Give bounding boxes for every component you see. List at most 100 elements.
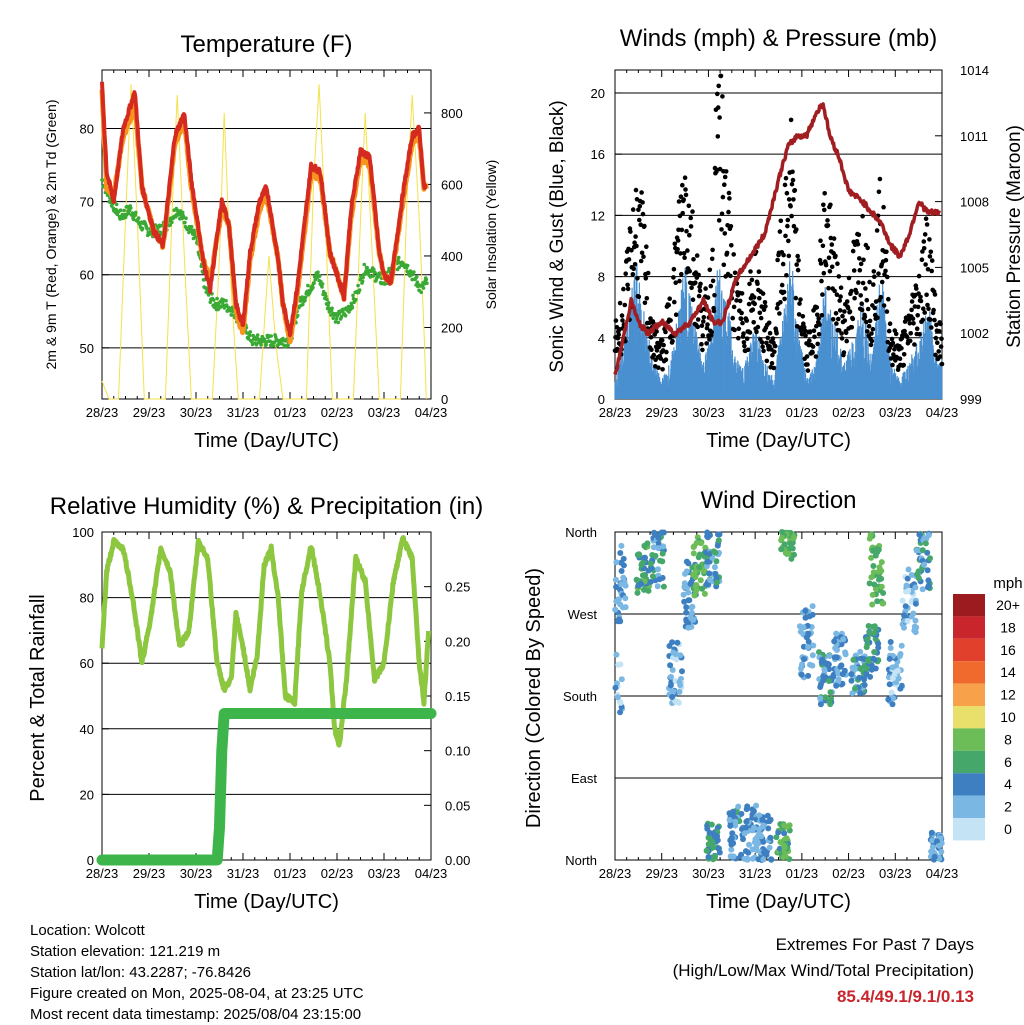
gust-point [801, 324, 807, 330]
gust-point [641, 254, 646, 259]
dewpoint-point [425, 281, 429, 286]
direction-point [712, 833, 718, 840]
x-tick-label: 28/23 [599, 866, 632, 881]
gust-point [887, 321, 893, 327]
gust-point [688, 224, 694, 229]
gust-point [872, 305, 877, 311]
gust-point [829, 242, 835, 247]
colorbar-swatch [953, 661, 985, 684]
gust-point [695, 324, 700, 330]
direction-point [852, 685, 858, 692]
gust-point [726, 209, 731, 215]
direction-point [913, 624, 920, 631]
gust-point [722, 174, 728, 180]
gust-point [817, 322, 822, 327]
gust-point [681, 197, 686, 202]
gust-point [818, 261, 824, 266]
x-tick-label: 02/23 [321, 405, 354, 420]
dewpoint-point [373, 270, 377, 275]
gust-point [772, 343, 778, 349]
y2-tick-label: 1002 [960, 326, 989, 341]
gust-point [645, 270, 651, 276]
gust-point [644, 296, 650, 301]
gust-point [910, 316, 916, 322]
gust-point [663, 357, 669, 363]
gust-point [625, 286, 631, 292]
direction-point [787, 540, 794, 547]
gust-point [671, 275, 676, 280]
direction-point [887, 645, 894, 651]
gust-point [757, 310, 763, 316]
dewpoint-point [306, 283, 310, 288]
direction-point [805, 644, 812, 650]
gust-point [747, 281, 752, 287]
y-tick-label: East [571, 771, 597, 786]
humidity-panel: 28/23 29/23 30/23 31/23 01/23 02/23 03/23 04/23… [27, 493, 483, 913]
direction-point [936, 855, 943, 862]
gust-point [936, 349, 941, 354]
gust-point [918, 294, 923, 300]
direction-point [701, 553, 708, 560]
gust-point [744, 336, 750, 342]
gust-point [821, 202, 826, 208]
direction-point [767, 834, 774, 841]
direction-point [806, 613, 813, 620]
direction-point [864, 657, 871, 664]
dewpoint-point [126, 211, 131, 216]
direction-point [641, 554, 648, 561]
gust-point [635, 276, 640, 281]
direction-point [893, 679, 900, 686]
direction-point [703, 847, 710, 854]
direction-point [925, 532, 932, 539]
gust-point [616, 332, 621, 338]
gust-point [678, 251, 683, 256]
direction-point [675, 699, 682, 706]
gust-point [770, 336, 776, 341]
gust-point [907, 338, 913, 344]
direction-point [876, 564, 883, 571]
gust-point [738, 316, 744, 322]
gust-point [889, 336, 895, 342]
x-axis-label: Time (Day/UTC) [706, 891, 851, 913]
y2-tick-label: 600 [441, 177, 463, 192]
direction-point [848, 677, 855, 684]
direction-point [648, 565, 655, 572]
gust-point [865, 306, 871, 312]
direction-point [886, 681, 893, 688]
gust-point [829, 264, 835, 270]
direction-point [857, 648, 864, 655]
direction-point [674, 639, 681, 646]
gust-point [687, 232, 692, 238]
gust-point [828, 202, 833, 208]
direction-point [687, 580, 694, 587]
latlon-text: Station lat/lon: 43.2287; -76.8426 [30, 964, 252, 981]
gust-point [623, 271, 628, 277]
dewpoint-point [248, 330, 253, 334]
dewpoint-point [323, 291, 328, 296]
y-tick-label: 60 [80, 268, 94, 283]
gust-point [844, 299, 850, 304]
x-tick-label: 03/23 [879, 405, 912, 420]
direction-point [905, 588, 912, 594]
gust-point [722, 231, 728, 236]
direction-point [711, 564, 718, 571]
gust-point [886, 328, 892, 334]
dewpoint-point [114, 202, 119, 207]
gust-point [933, 335, 939, 341]
gust-point [722, 182, 727, 187]
gust-point [909, 299, 915, 304]
direction-point [931, 853, 938, 860]
direction-point [756, 812, 763, 819]
direction-point [728, 841, 735, 848]
dewpoint-point [326, 300, 331, 305]
gust-point [700, 347, 705, 353]
direction-point [690, 617, 697, 623]
y-tick-label: 80 [80, 121, 94, 136]
dewpoint-point [189, 224, 194, 229]
gust-point [680, 182, 685, 188]
gust-point [890, 362, 895, 368]
gust-point [793, 295, 799, 301]
gust-point [673, 312, 679, 318]
station-info: Location: Wolcott Station elevation: 121… [30, 920, 364, 1025]
direction-point [645, 587, 652, 594]
